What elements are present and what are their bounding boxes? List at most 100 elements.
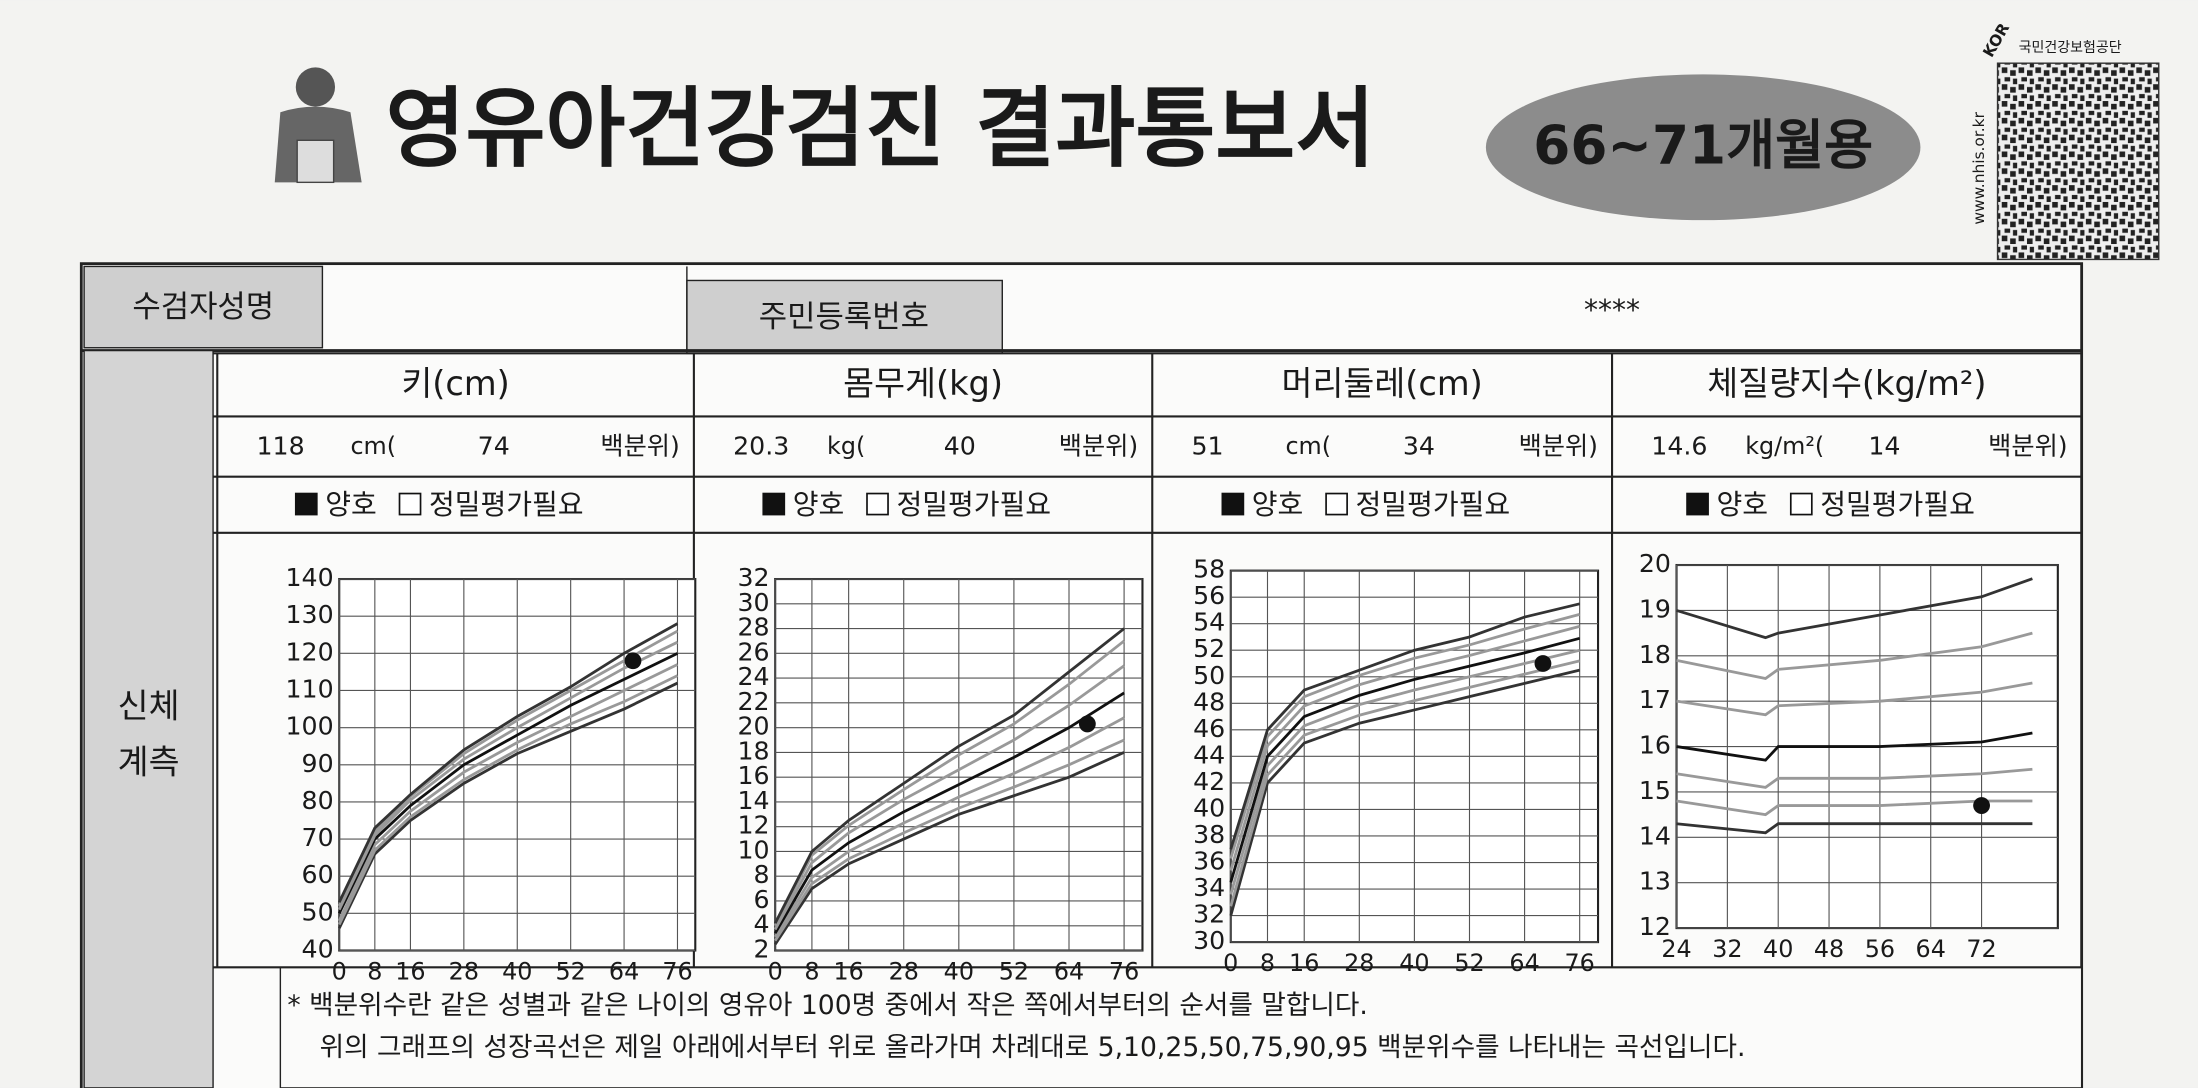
checkbox-unchecked — [866, 492, 889, 516]
section-cell — [83, 349, 214, 1088]
footnote-box — [279, 966, 2083, 1088]
qr-code — [1996, 62, 2160, 261]
x-tick-label: 56 — [1865, 935, 1895, 963]
y-tick-label: 17 — [1639, 685, 1671, 714]
y-tick-label: 10 — [737, 835, 769, 864]
y-tick-label: 30 — [1193, 926, 1225, 955]
percentile-label: 백분위) — [600, 431, 679, 460]
org-name: 국민건강보험공단 — [2019, 40, 2122, 56]
x-tick-label: 0 — [332, 957, 347, 985]
checkbox-checked — [1221, 492, 1245, 516]
percentile-curve — [774, 751, 1125, 946]
y-tick-label: 52 — [1193, 634, 1225, 663]
y-tick-label: 15 — [1639, 776, 1671, 805]
percentile-value: 14 — [1868, 431, 1900, 460]
y-tick-label: 24 — [737, 662, 769, 691]
x-tick-label: 72 — [1966, 935, 1996, 963]
y-tick-label: 54 — [1193, 608, 1225, 637]
y-tick-label: 40 — [1193, 793, 1225, 822]
percentile-curve — [773, 639, 1125, 927]
mascot-icon — [274, 67, 362, 184]
measure-value: 51 — [1192, 431, 1224, 460]
y-tick-label: 22 — [737, 687, 769, 716]
x-tick-label: 16 — [395, 957, 425, 985]
measure-unit: kg( — [827, 432, 865, 460]
y-tick-label: 48 — [1193, 687, 1225, 716]
x-tick-label: 24 — [1661, 935, 1691, 963]
y-tick-label: 36 — [1193, 847, 1225, 876]
percentile-curve — [774, 738, 1125, 942]
y-tick-label: 13 — [1639, 867, 1671, 896]
checkbox-unchecked — [398, 492, 422, 516]
y-tick-label: 2 — [754, 935, 770, 964]
y-tick-label: 42 — [1193, 767, 1225, 796]
percentile-curve — [337, 674, 679, 926]
label-cell — [686, 279, 1003, 355]
y-tick-label: 50 — [302, 897, 334, 926]
x-tick-label: 40 — [1763, 935, 1793, 963]
x-tick-label: 40 — [1399, 949, 1429, 977]
id-value: **** — [1584, 293, 1640, 326]
y-tick-label: 6 — [754, 885, 770, 914]
measure-unit: cm( — [1285, 432, 1331, 460]
status-option: 정밀평가필요 — [1356, 488, 1511, 521]
status-option: 양호 — [325, 488, 377, 521]
x-tick-label: 64 — [1054, 957, 1084, 985]
percentile-curve — [1229, 602, 1581, 850]
x-tick-label: 0 — [1223, 949, 1238, 977]
percentile-curve — [1676, 731, 2033, 762]
status-option: 정밀평가필요 — [896, 488, 1051, 521]
percentile-curve — [1229, 636, 1581, 883]
percentile-curve — [337, 629, 679, 907]
percentile-curve — [1676, 631, 2033, 680]
x-tick-label: 76 — [1565, 949, 1595, 977]
percentile-curve — [337, 622, 679, 903]
measure-header: 머리둘레(cm) — [1282, 364, 1483, 403]
x-tick-label: 52 — [556, 957, 586, 985]
child-point — [1534, 655, 1552, 672]
x-tick-label: 52 — [999, 957, 1029, 985]
x-tick-label: 40 — [502, 957, 532, 985]
footnote: 위의 그래프의 성장곡선은 제일 아래에서부터 위로 올라가며 차례대로 5,1… — [320, 1032, 1746, 1063]
y-tick-label: 30 — [737, 588, 769, 617]
y-tick-label: 8 — [754, 860, 770, 889]
status-option: 정밀평가필요 — [1820, 488, 1975, 521]
y-tick-label: 20 — [737, 712, 769, 741]
label-cell — [83, 265, 324, 349]
percentile-curve — [1229, 613, 1581, 859]
x-tick-label: 8 — [367, 957, 382, 985]
x-tick-label: 28 — [1344, 949, 1374, 977]
y-tick-label: 26 — [737, 637, 769, 666]
y-tick-label: 18 — [1639, 640, 1671, 669]
percentile-value: 40 — [944, 431, 976, 460]
badge-shape — [1485, 74, 1921, 221]
percentile-label: 백분위) — [1988, 431, 2067, 460]
child-point — [624, 652, 642, 670]
child-point — [1078, 715, 1096, 733]
x-tick-label: 76 — [1109, 957, 1139, 985]
y-tick-label: 56 — [1193, 581, 1225, 610]
checkbox-checked — [762, 492, 786, 516]
y-tick-label: 100 — [285, 712, 333, 741]
percentile-label: 백분위) — [1519, 431, 1598, 460]
percentile-curve — [337, 681, 679, 929]
y-tick-label: 70 — [302, 823, 334, 852]
checkbox-checked — [294, 492, 318, 516]
name-label: 수검자성명 — [132, 289, 274, 325]
y-tick-label: 4 — [754, 910, 770, 939]
percentile-curve — [1676, 799, 2033, 817]
y-tick-label: 12 — [1639, 912, 1671, 941]
percentile-curve — [337, 663, 679, 922]
status-option: 양호 — [1252, 488, 1304, 521]
percentile-curve — [1229, 624, 1581, 871]
y-tick-label: 130 — [285, 600, 333, 629]
y-tick-label: 140 — [285, 563, 333, 592]
title: 영유아건강검진 결과통보서 — [385, 79, 1375, 180]
y-tick-label: 14 — [1639, 821, 1671, 850]
id-label: 주민등록번호 — [759, 299, 929, 335]
x-tick-label: 32 — [1712, 935, 1742, 963]
measure-value: 14.6 — [1651, 431, 1707, 460]
y-tick-label: 34 — [1193, 873, 1225, 902]
